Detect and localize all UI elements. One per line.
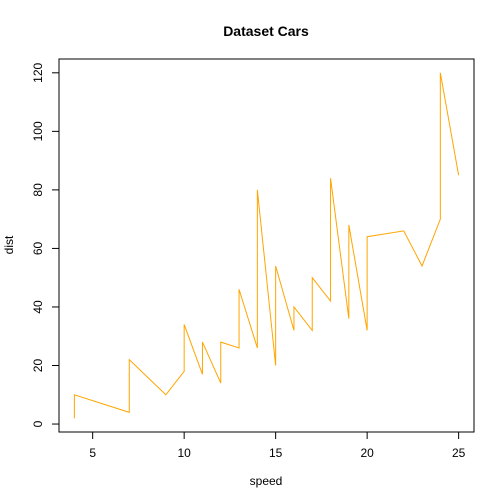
y-tick-label: 120 xyxy=(31,62,45,82)
y-tick-label: 20 xyxy=(31,359,45,373)
y-tick-label: 80 xyxy=(31,183,45,197)
x-tick-label: 15 xyxy=(269,446,283,460)
chart-title: Dataset Cars xyxy=(223,23,309,39)
y-tick-label: 0 xyxy=(31,420,45,427)
y-axis: 0 20 40 60 80 100 120 xyxy=(31,62,59,427)
x-tick-label: 10 xyxy=(177,446,191,460)
y-tick-label: 100 xyxy=(31,121,45,141)
series-line xyxy=(73,72,460,419)
x-tick-label: 5 xyxy=(89,446,96,460)
y-tick-label: 40 xyxy=(31,300,45,314)
x-tick-label: 20 xyxy=(360,446,374,460)
x-axis: 5 10 15 20 25 xyxy=(89,432,466,460)
y-axis-label: dist xyxy=(2,235,16,254)
plot-area xyxy=(58,58,475,433)
y-tick-label: 60 xyxy=(31,241,45,255)
x-axis-label: speed xyxy=(250,474,283,488)
x-tick-label: 25 xyxy=(452,446,466,460)
plot-frame xyxy=(58,58,475,433)
